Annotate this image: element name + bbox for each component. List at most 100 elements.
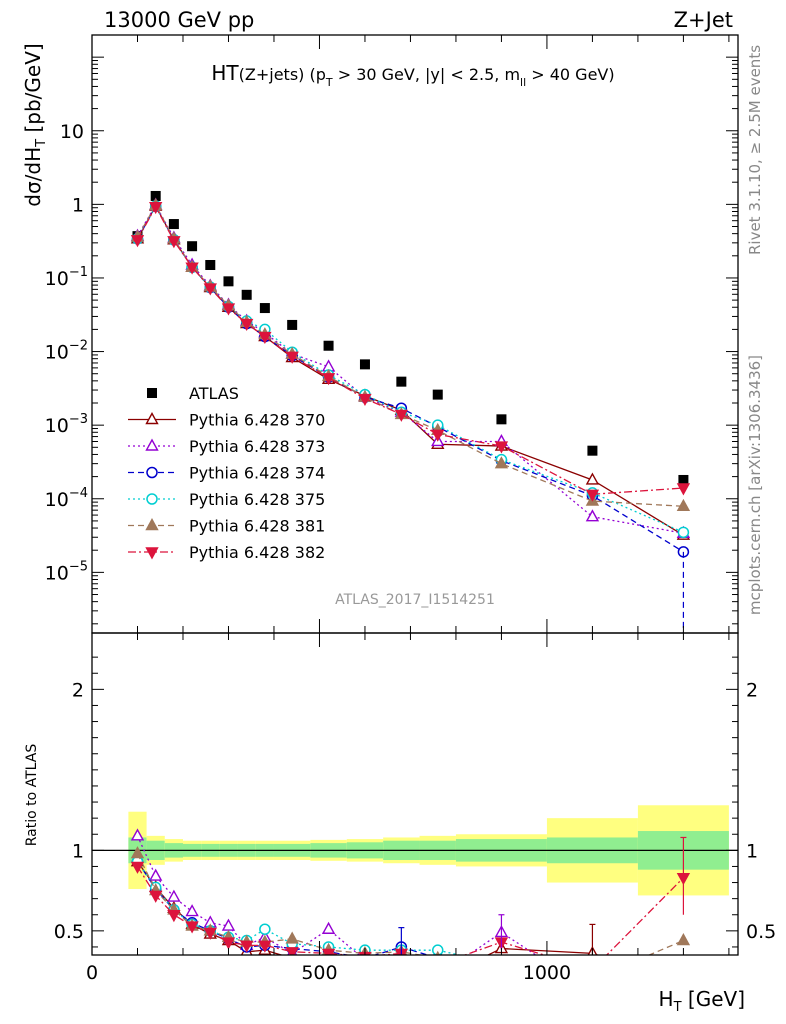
data-point — [494, 456, 509, 469]
data-point — [678, 474, 689, 485]
x-axis-label-text: H — [659, 987, 674, 1011]
plot-title-cut-pt: (Z+jets) (p — [239, 65, 326, 84]
legend-item: Pythia 6.428 373 — [128, 437, 325, 456]
x-tick-label: 500 — [301, 962, 337, 984]
legend-item: Pythia 6.428 374 — [128, 464, 325, 483]
x-axis-label-unit: [GeV] — [682, 987, 745, 1011]
data-point — [431, 429, 445, 442]
y-tick-label-exponent: −5 — [69, 559, 88, 574]
y-tick-label: 10−5 — [45, 559, 88, 584]
legend-item: Pythia 6.428 370 — [128, 411, 325, 430]
mcplots-label: mcplots.cern.ch [arXiv:1306.3436] — [746, 355, 764, 615]
legend-label: Pythia 6.428 373 — [189, 437, 325, 456]
data-point — [205, 259, 216, 270]
ratio-y-tick-label: 2 — [72, 679, 84, 701]
ratio-panel: 0 500 1000 0.5 0.5 1 1 2 2 — [54, 632, 776, 986]
plot-title-sub-t: T — [325, 76, 333, 89]
data-point — [677, 526, 690, 539]
y-tick-label: 10−4 — [45, 486, 88, 511]
ratio-frame — [91, 632, 739, 956]
ratio-data-point — [259, 923, 271, 935]
data-point — [494, 441, 509, 454]
ratio-data-point — [203, 927, 217, 940]
y-tick-label: 10−3 — [45, 412, 88, 437]
legend-item: ATLAS — [147, 384, 239, 403]
main-y-axis-label-sub: T — [34, 139, 49, 148]
plot-title: HT(Z+jets) (pT > 30 GeV, |y| < 2.5, mll … — [211, 61, 614, 89]
data-point — [285, 351, 299, 364]
legend-label: Pythia 6.428 374 — [189, 464, 325, 483]
ratio-data-point — [185, 921, 199, 934]
data-point — [496, 414, 507, 425]
data-point — [223, 276, 234, 287]
main-y-axis-label: dσ/dHT [pb/GeV] — [21, 43, 49, 206]
ratio-series-group — [130, 828, 691, 986]
ratio-y-axis-label: Ratio to ATLAS — [24, 744, 40, 847]
ratio-data-point — [167, 889, 181, 902]
y-tick-label: 10 — [60, 121, 84, 143]
ratio-y-tick-label-right: 1 — [746, 840, 758, 862]
ratio-data-point — [130, 861, 145, 874]
data-point — [323, 340, 334, 351]
data-point — [585, 472, 600, 485]
ratio-data-point — [149, 868, 163, 881]
ratio-data-point — [496, 965, 507, 975]
ratio-y-tick-label: 1 — [72, 840, 84, 862]
x-axis-label: HT [GeV] — [659, 987, 745, 1015]
series-pythia-6.428-370 — [130, 198, 691, 540]
ratio-data-point — [396, 957, 407, 967]
plot-title-sub-ll: ll — [520, 76, 526, 89]
legend: ATLAS Pythia 6.428 370 Pythia 6.428 373 Pyt… — [128, 384, 325, 562]
ratio-data-point — [130, 828, 145, 841]
data-point — [259, 303, 270, 314]
y-tick-label-base: 10 — [45, 489, 69, 511]
ratio-data-point — [496, 963, 506, 973]
y-tick-label-exponent: −1 — [69, 265, 88, 280]
collision-energy-label: 13000 GeV pp — [104, 8, 254, 32]
data-point — [187, 241, 198, 252]
data-point — [585, 489, 600, 502]
data-point — [396, 376, 407, 387]
data-point — [203, 283, 217, 296]
main-y-axis-label-unit: [pb/GeV] — [21, 43, 45, 139]
ratio-data-point — [587, 966, 597, 976]
ratio-data-point — [221, 937, 236, 950]
ratio-data-point — [676, 933, 691, 946]
x-tick-label: 1000 — [523, 962, 571, 984]
legend-marker — [145, 438, 159, 451]
data-point — [149, 201, 163, 215]
ratio-data-point — [587, 963, 597, 973]
ratio-data-point — [167, 910, 181, 923]
series-line — [136, 205, 684, 495]
x-ticks: 0 500 1000 — [86, 633, 730, 984]
series-pythia-6.428-382 — [130, 201, 691, 502]
legend-item: Pythia 6.428 375 — [128, 490, 325, 509]
y-tick-label-exponent: −2 — [69, 339, 88, 354]
y-tick-label-exponent: −4 — [69, 486, 88, 501]
legend-marker — [147, 388, 157, 398]
data-point — [221, 303, 236, 316]
series-atlas — [132, 190, 689, 485]
data-point — [185, 262, 199, 275]
ratio-y-tick-label-right: 0.5 — [746, 921, 776, 943]
data-point — [130, 235, 145, 248]
legend-marker — [146, 493, 158, 505]
ratio-data-point — [678, 976, 689, 986]
data-point — [394, 409, 409, 422]
ratio-data-point — [496, 960, 506, 970]
legend-marker — [145, 518, 159, 531]
y-tick-label-exponent: −3 — [69, 412, 88, 427]
y-tick-label-base: 10 — [45, 342, 69, 364]
data-point — [432, 389, 443, 400]
data-point — [241, 289, 252, 300]
ratio-y-tick-label: 0.5 — [54, 921, 84, 943]
series-line — [136, 203, 684, 507]
y-tick-label: 10−1 — [45, 265, 88, 290]
data-point — [587, 445, 598, 456]
main-series-group — [130, 190, 691, 633]
process-label: Z+Jet — [674, 8, 733, 32]
ratio-data-point — [258, 940, 272, 953]
plot-title-main: HT — [211, 61, 239, 85]
data-point — [358, 393, 372, 406]
